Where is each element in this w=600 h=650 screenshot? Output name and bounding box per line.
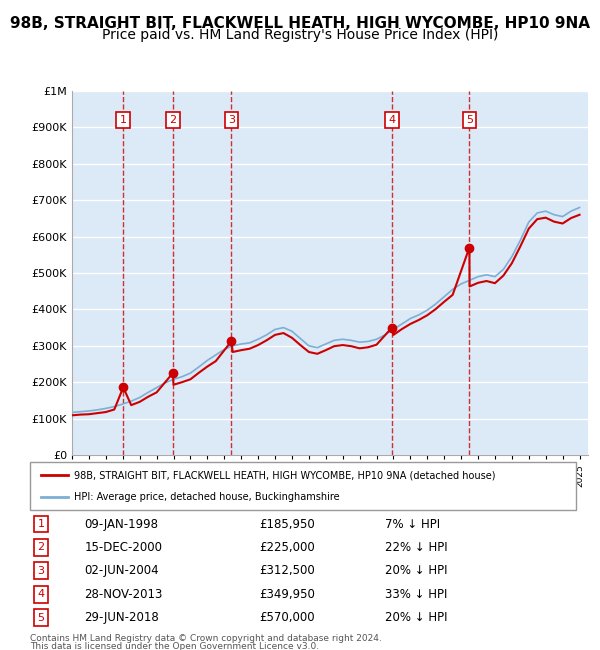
- Text: 02-JUN-2004: 02-JUN-2004: [85, 564, 159, 577]
- Text: £185,950: £185,950: [259, 517, 315, 530]
- Text: £312,500: £312,500: [259, 564, 315, 577]
- Text: 1: 1: [120, 115, 127, 125]
- Text: £349,950: £349,950: [259, 588, 315, 601]
- Text: This data is licensed under the Open Government Licence v3.0.: This data is licensed under the Open Gov…: [30, 642, 319, 650]
- Text: 98B, STRAIGHT BIT, FLACKWELL HEATH, HIGH WYCOMBE, HP10 9NA (detached house): 98B, STRAIGHT BIT, FLACKWELL HEATH, HIGH…: [74, 470, 495, 480]
- Text: 15-DEC-2000: 15-DEC-2000: [85, 541, 163, 554]
- Text: 33% ↓ HPI: 33% ↓ HPI: [385, 588, 447, 601]
- Text: 5: 5: [466, 115, 473, 125]
- Text: £570,000: £570,000: [259, 611, 315, 624]
- Text: Contains HM Land Registry data © Crown copyright and database right 2024.: Contains HM Land Registry data © Crown c…: [30, 634, 382, 643]
- Text: 28-NOV-2013: 28-NOV-2013: [85, 588, 163, 601]
- Text: 5: 5: [37, 613, 44, 623]
- Text: 98B, STRAIGHT BIT, FLACKWELL HEATH, HIGH WYCOMBE, HP10 9NA: 98B, STRAIGHT BIT, FLACKWELL HEATH, HIGH…: [10, 16, 590, 31]
- Text: 2: 2: [37, 543, 44, 552]
- Text: HPI: Average price, detached house, Buckinghamshire: HPI: Average price, detached house, Buck…: [74, 491, 340, 502]
- Text: 4: 4: [388, 115, 395, 125]
- Text: 4: 4: [37, 590, 44, 599]
- Text: 29-JUN-2018: 29-JUN-2018: [85, 611, 160, 624]
- Text: 20% ↓ HPI: 20% ↓ HPI: [385, 611, 448, 624]
- Text: 22% ↓ HPI: 22% ↓ HPI: [385, 541, 448, 554]
- Text: £225,000: £225,000: [259, 541, 315, 554]
- Text: 20% ↓ HPI: 20% ↓ HPI: [385, 564, 448, 577]
- Text: 7% ↓ HPI: 7% ↓ HPI: [385, 517, 440, 530]
- Text: 1: 1: [37, 519, 44, 529]
- Text: Price paid vs. HM Land Registry's House Price Index (HPI): Price paid vs. HM Land Registry's House …: [102, 28, 498, 42]
- Text: 3: 3: [37, 566, 44, 576]
- Text: 3: 3: [228, 115, 235, 125]
- Text: 2: 2: [169, 115, 176, 125]
- Text: 09-JAN-1998: 09-JAN-1998: [85, 517, 158, 530]
- FancyBboxPatch shape: [30, 462, 576, 510]
